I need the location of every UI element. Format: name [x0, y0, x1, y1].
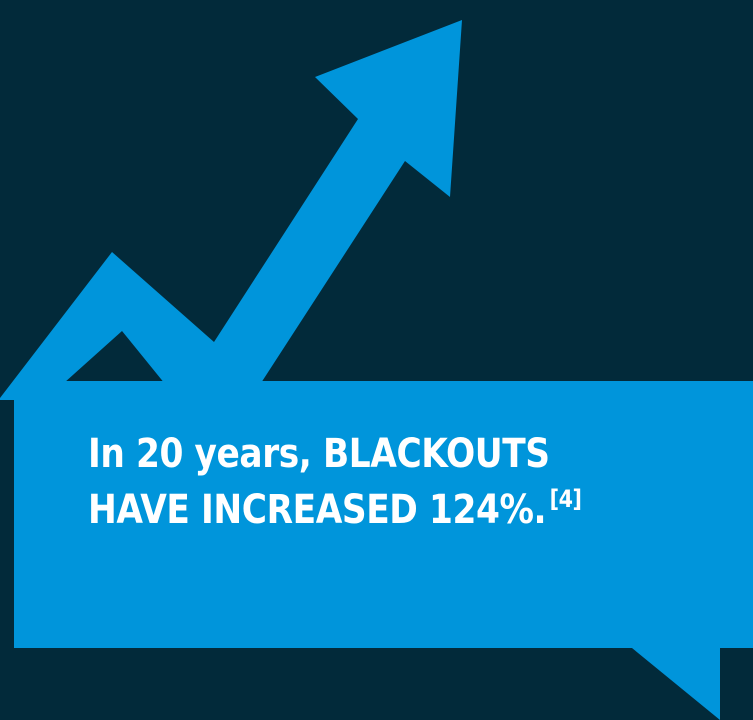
headline-line-2-text: HAVE INCREASED 124%.: [88, 487, 547, 533]
citation-marker: [4]: [549, 485, 582, 513]
speech-bubble-callout: [14, 381, 753, 720]
trend-up-arrow-icon: [0, 20, 462, 400]
headline-line-1: In 20 years, BLACKOUTS: [88, 431, 550, 477]
headline-line-2: HAVE INCREASED 124%. [4]: [88, 482, 638, 538]
headline: In 20 years, BLACKOUTS HAVE INCREASED 12…: [88, 426, 638, 538]
